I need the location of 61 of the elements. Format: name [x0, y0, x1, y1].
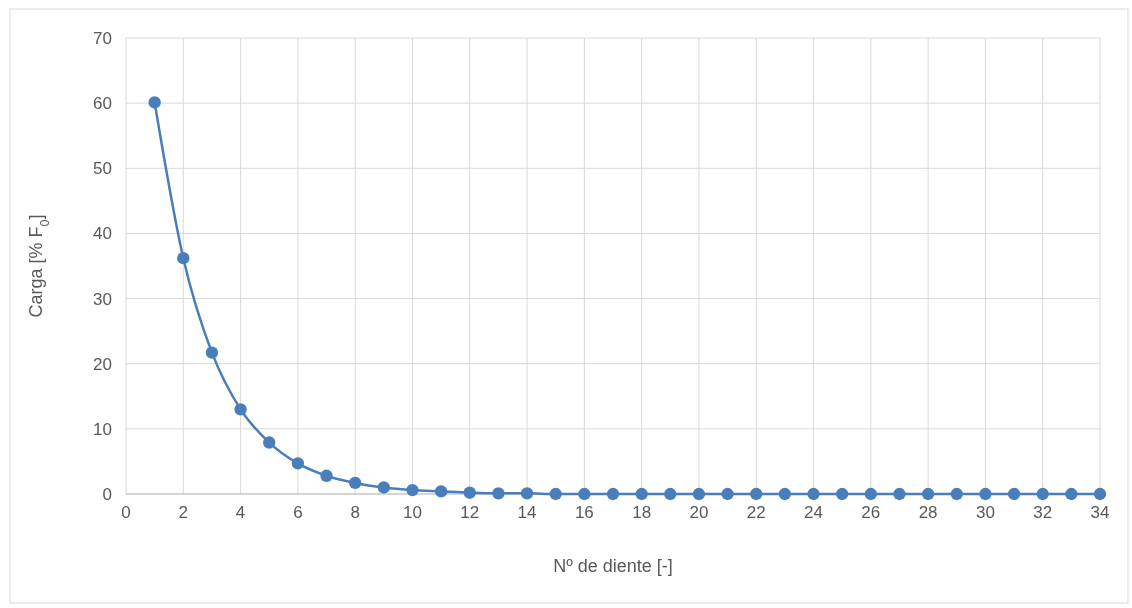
- point: [406, 483, 419, 497]
- point: [377, 481, 390, 494]
- point: [148, 96, 161, 109]
- point: [320, 469, 333, 482]
- point: [921, 487, 935, 501]
- point: [234, 403, 247, 416]
- x-tick-label: 26: [861, 503, 881, 522]
- x-axis-title: Nº de diente [-]: [553, 556, 673, 576]
- point: [1065, 487, 1078, 501]
- point: [778, 487, 792, 501]
- point: [1007, 487, 1021, 501]
- x-tick-label: 22: [746, 503, 766, 522]
- y-tick-label: 70: [93, 29, 112, 48]
- x-tick-label: 34: [1090, 503, 1110, 522]
- point: [349, 476, 362, 490]
- y-tick-label: 30: [93, 289, 112, 309]
- x-tick-label: 0: [121, 503, 131, 522]
- y-tick-label: 40: [93, 224, 112, 244]
- x-tick-label: 8: [350, 503, 360, 522]
- point: [750, 487, 763, 501]
- point: [434, 485, 448, 498]
- x-tick-label: 20: [689, 503, 709, 522]
- point: [979, 487, 992, 501]
- x-tick-label: 6: [293, 503, 303, 522]
- x-tick-label: 16: [574, 503, 594, 522]
- x-tick-label: 4: [235, 503, 246, 522]
- point: [635, 487, 648, 501]
- point: [950, 487, 963, 501]
- y-tick-label: 60: [93, 94, 112, 114]
- x-tick-label: 14: [517, 503, 537, 522]
- point: [692, 487, 706, 501]
- point: [492, 487, 505, 500]
- y-tick-label: 50: [93, 159, 112, 179]
- y-tick-label: 20: [93, 354, 112, 374]
- point: [721, 487, 734, 501]
- x-tick-label: 18: [632, 503, 652, 522]
- point: [893, 487, 906, 501]
- point: [549, 487, 562, 501]
- point: [1093, 487, 1107, 501]
- point: [1036, 487, 1049, 501]
- point: [177, 252, 190, 265]
- point: [606, 487, 620, 501]
- point: [291, 457, 305, 470]
- y-tick-label: 0: [102, 485, 112, 504]
- x-tick-label: 24: [804, 503, 823, 522]
- point: [578, 487, 591, 501]
- point: [520, 487, 534, 500]
- point: [864, 487, 877, 501]
- x-tick-label: 32: [1033, 503, 1053, 522]
- point: [836, 487, 849, 501]
- x-tick-label: 28: [918, 503, 938, 522]
- point: [205, 346, 219, 359]
- x-tick-label: 2: [178, 503, 189, 522]
- x-tick-label: 12: [460, 503, 480, 522]
- point: [463, 486, 476, 499]
- x-tick-label: 10: [403, 503, 422, 522]
- y-tick-label: 10: [93, 419, 112, 439]
- point: [263, 436, 276, 449]
- point: [807, 487, 820, 501]
- x-tick-label: 30: [975, 503, 995, 522]
- point: [664, 487, 677, 501]
